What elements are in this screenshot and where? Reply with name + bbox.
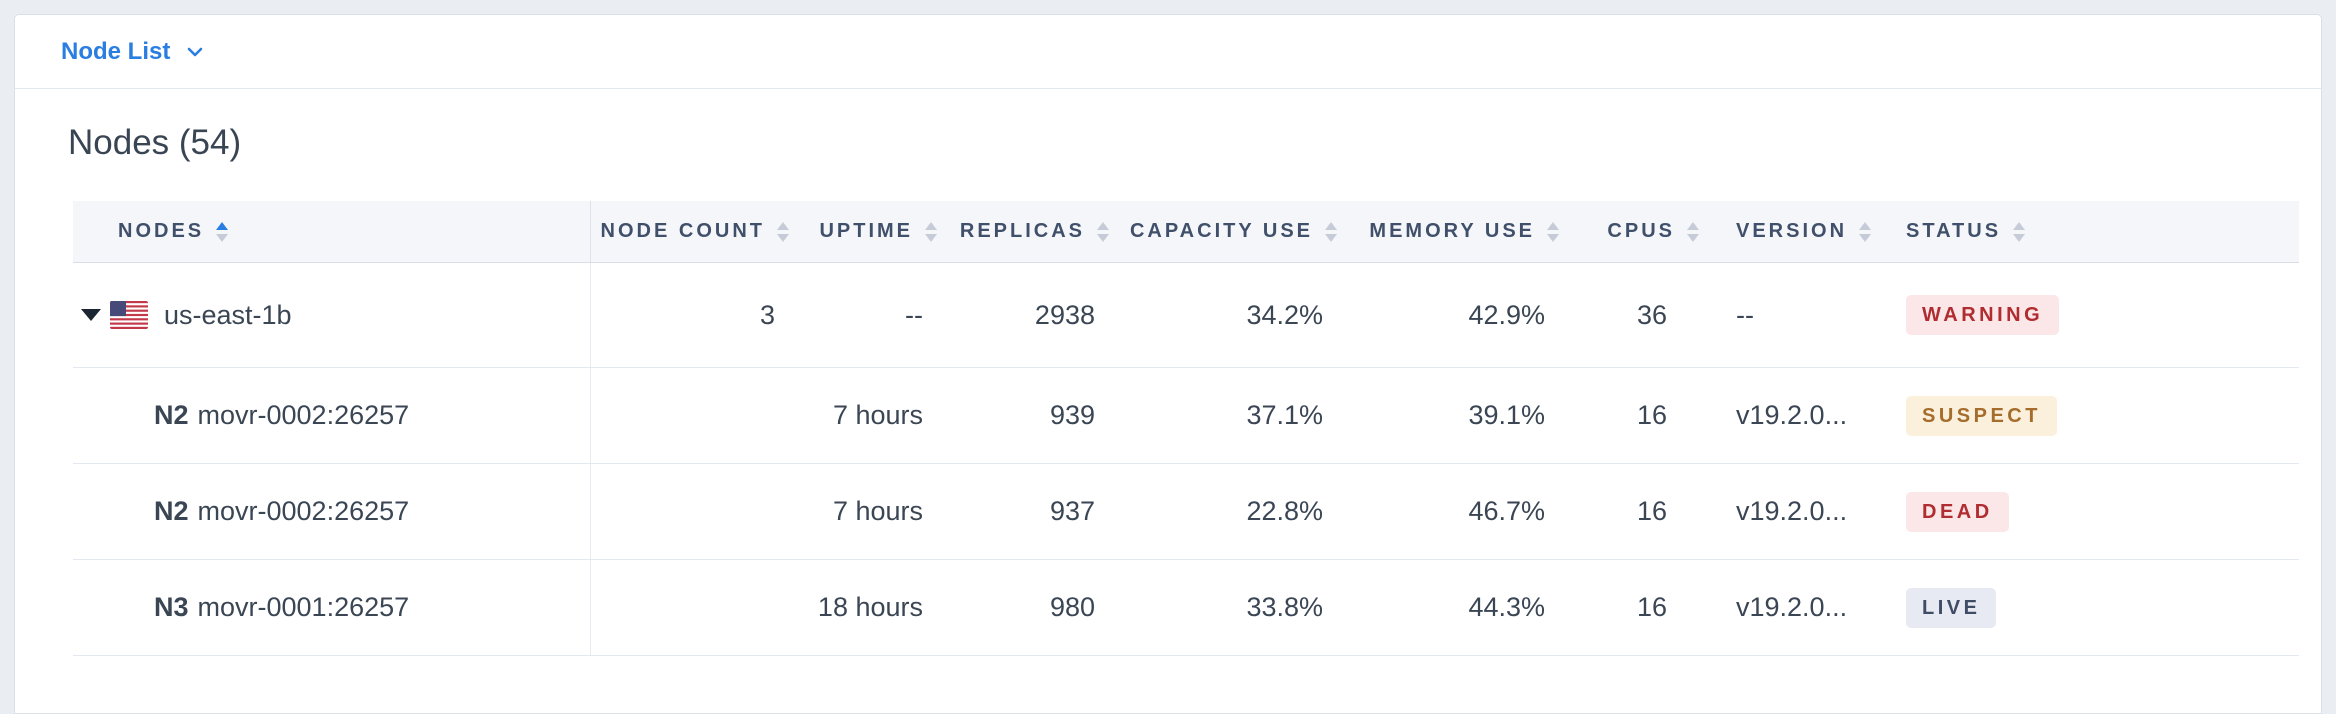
sort-arrows-icon (1097, 221, 1109, 242)
memory-use-cell: 42.9% (1468, 299, 1545, 330)
status-label: DEAD (1922, 500, 1993, 523)
chevron-down-icon (188, 47, 203, 56)
region-name: us-east-1b (164, 299, 292, 330)
version-cell: v19.2.0... (1736, 400, 1848, 430)
status-cell: DEAD (1901, 464, 2299, 559)
memory-use-cell: 46.7% (1468, 496, 1545, 526)
status-label: SUSPECT (1922, 404, 2041, 427)
table-row-node[interactable]: N2 movr-0002:26257 7 hours 937 22.8% 46.… (73, 464, 2299, 560)
column-label: CAPACITY USE (1129, 220, 1313, 242)
table-row-node[interactable]: N3 movr-0001:26257 18 hours 980 33.8% 44… (73, 560, 2299, 656)
memory-use-cell: 39.1% (1468, 400, 1545, 430)
column-label: UPTIME (819, 220, 913, 242)
version-cell: v19.2.0... (1736, 592, 1848, 622)
page-selector-bar: Node List (15, 15, 2321, 89)
column-header-version[interactable]: VERSION (1701, 201, 1901, 262)
us-flag-icon (110, 301, 148, 329)
column-header-replicas[interactable]: REPLICAS (939, 201, 1111, 262)
capacity-use-cell: 34.2% (1246, 299, 1323, 330)
node-count-cell (591, 464, 791, 559)
cpus-cell: 16 (1636, 496, 1667, 526)
status-label: WARNING (1922, 304, 2044, 326)
replicas-cell: 980 (1049, 592, 1095, 622)
status-cell: SUSPECT (1901, 368, 2299, 463)
nodes-table: NODES NODE COUNT UPTIME REPLICAS CAPACIT… (73, 201, 2299, 656)
column-header-status[interactable]: STATUS (1901, 201, 2299, 262)
status-badge: DEAD (1906, 491, 2009, 532)
sort-arrows-icon (1325, 221, 1337, 242)
capacity-use-cell: 37.1% (1246, 400, 1323, 430)
column-header-uptime[interactable]: UPTIME (791, 201, 939, 262)
column-label: MEMORY USE (1369, 220, 1535, 242)
uptime-cell: 7 hours (832, 400, 923, 430)
version-cell: -- (1736, 299, 1754, 330)
uptime-cell: 7 hours (832, 496, 923, 526)
node-cell: N3 movr-0001:26257 (73, 560, 591, 655)
column-label: NODES (118, 220, 205, 242)
region-cell: us-east-1b (73, 263, 591, 367)
node-list-card: Node List Nodes (54) NODES NODE COUNT UP… (14, 14, 2322, 714)
node-address[interactable]: movr-0002:26257 (197, 400, 410, 430)
sort-arrows-icon (777, 221, 789, 242)
cpus-cell: 16 (1636, 400, 1667, 430)
column-label: NODE COUNT (600, 220, 765, 242)
node-address[interactable]: movr-0001:26257 (197, 592, 410, 622)
capacity-use-cell: 33.8% (1246, 592, 1323, 622)
status-cell: WARNING (1901, 263, 2299, 367)
heading-row: Nodes (54) (15, 89, 2321, 201)
node-cell: N2 movr-0002:26257 (73, 464, 591, 559)
replicas-cell: 937 (1049, 496, 1095, 526)
status-badge: WARNING (1906, 295, 2060, 335)
column-label: STATUS (1906, 220, 2002, 242)
status-cell: LIVE (1901, 560, 2299, 655)
memory-use-cell: 44.3% (1468, 592, 1545, 622)
column-header-capacity-use[interactable]: CAPACITY USE (1111, 201, 1339, 262)
column-header-nodes[interactable]: NODES (73, 201, 591, 262)
replicas-cell: 2938 (1034, 299, 1095, 330)
column-label: VERSION (1736, 220, 1848, 242)
uptime-cell: -- (905, 299, 923, 330)
column-header-node-count[interactable]: NODE COUNT (591, 201, 791, 262)
sort-arrows-icon (2013, 221, 2026, 242)
cpus-cell: 16 (1636, 592, 1667, 622)
node-count-cell: 3 (759, 299, 775, 330)
node-address[interactable]: movr-0002:26257 (197, 496, 410, 526)
uptime-cell: 18 hours (817, 592, 923, 622)
sort-arrows-icon (1687, 221, 1699, 242)
node-id: N2 (154, 400, 189, 430)
replicas-cell: 939 (1049, 400, 1095, 430)
node-count-cell (591, 560, 791, 655)
page-title: Nodes (54) (68, 123, 242, 162)
table-header-row: NODES NODE COUNT UPTIME REPLICAS CAPACIT… (73, 201, 2299, 263)
page-select-label: Node List (61, 37, 171, 65)
column-label: REPLICAS (959, 220, 1085, 242)
cpus-cell: 36 (1636, 299, 1667, 330)
column-label: CPUS (1607, 220, 1675, 242)
capacity-use-cell: 22.8% (1246, 496, 1323, 526)
status-label: LIVE (1922, 596, 1981, 619)
sort-arrows-icon (925, 221, 937, 242)
column-header-cpus[interactable]: CPUS (1561, 201, 1701, 262)
version-cell: v19.2.0... (1736, 496, 1848, 526)
page-select-dropdown[interactable]: Node List (61, 38, 206, 66)
status-badge: SUSPECT (1906, 395, 2057, 436)
node-id: N3 (154, 592, 189, 622)
sort-arrows-icon (1547, 221, 1559, 242)
collapse-caret-icon[interactable] (81, 309, 101, 321)
status-badge: LIVE (1906, 587, 1997, 628)
table-row-node[interactable]: N2 movr-0002:26257 7 hours 939 37.1% 39.… (73, 368, 2299, 464)
column-header-memory-use[interactable]: MEMORY USE (1339, 201, 1561, 262)
sort-arrows-icon (216, 221, 229, 242)
table-row-region[interactable]: us-east-1b 3 -- 2938 34.2% 42.9% 36 -- W… (73, 263, 2299, 368)
node-id: N2 (154, 496, 189, 526)
node-count-cell (591, 368, 791, 463)
node-cell: N2 movr-0002:26257 (73, 368, 591, 463)
sort-arrows-icon (1859, 221, 1872, 242)
